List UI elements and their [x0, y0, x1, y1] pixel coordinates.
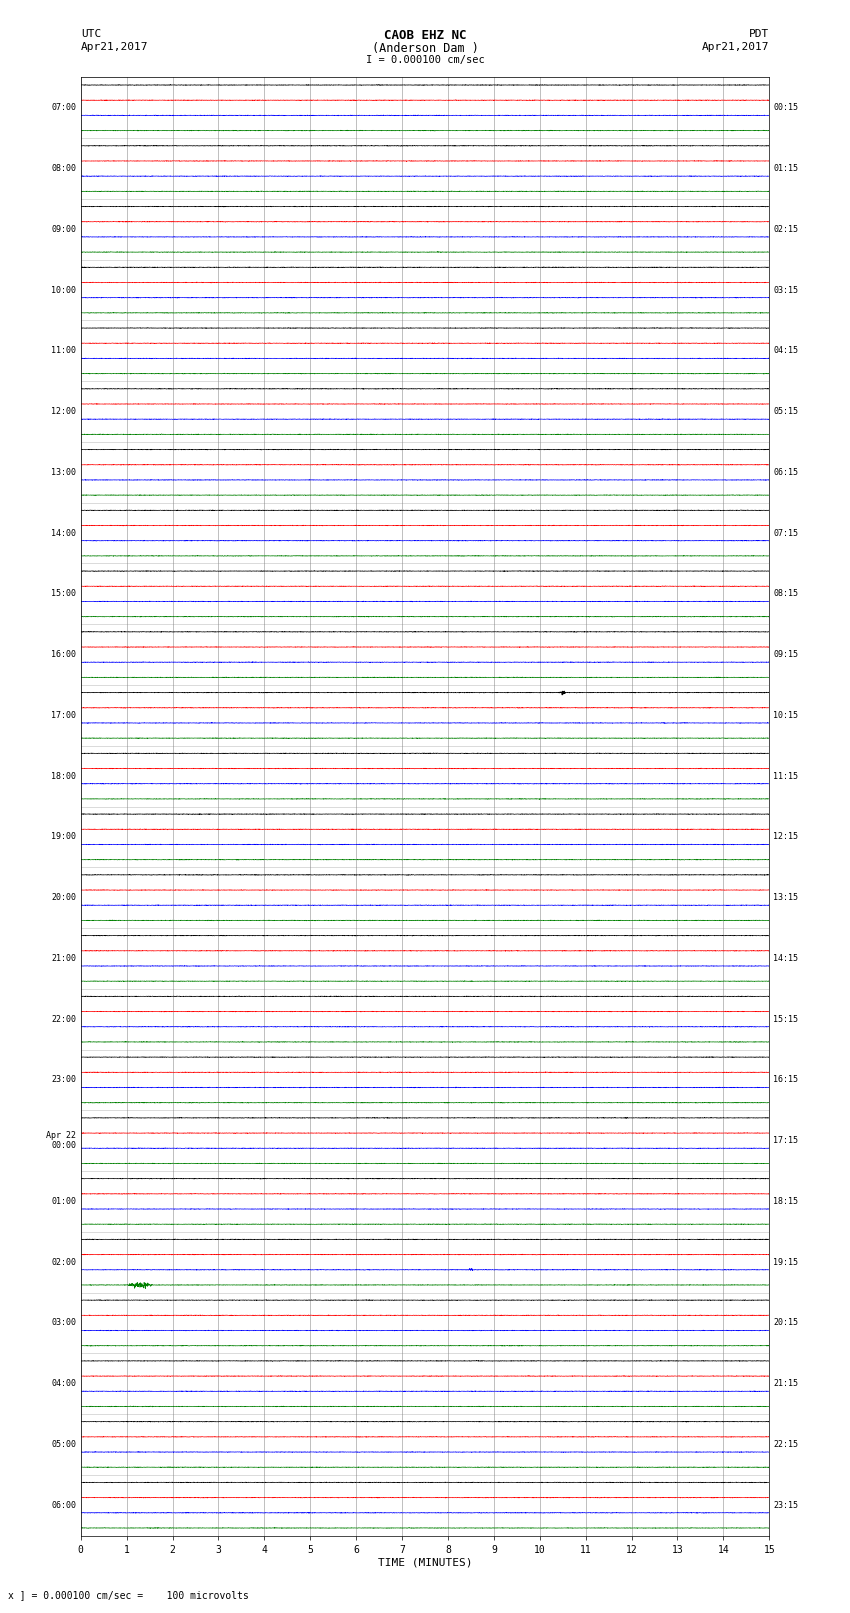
Text: 03:00: 03:00 [52, 1318, 76, 1327]
Text: 18:00: 18:00 [52, 771, 76, 781]
Text: Apr 22
00:00: Apr 22 00:00 [47, 1131, 76, 1150]
Text: PDT: PDT [749, 29, 769, 39]
Text: 07:00: 07:00 [52, 103, 76, 113]
Text: 16:00: 16:00 [52, 650, 76, 660]
Text: 16:15: 16:15 [774, 1076, 798, 1084]
Text: 06:15: 06:15 [774, 468, 798, 477]
Text: 07:15: 07:15 [774, 529, 798, 537]
Text: (Anderson Dam ): (Anderson Dam ) [371, 42, 479, 55]
Text: 19:00: 19:00 [52, 832, 76, 842]
Text: 23:00: 23:00 [52, 1076, 76, 1084]
Text: 04:15: 04:15 [774, 347, 798, 355]
Text: 21:15: 21:15 [774, 1379, 798, 1389]
Text: 02:15: 02:15 [774, 224, 798, 234]
Text: I = 0.000100 cm/sec: I = 0.000100 cm/sec [366, 55, 484, 65]
Text: CAOB EHZ NC: CAOB EHZ NC [383, 29, 467, 42]
Text: 23:15: 23:15 [774, 1500, 798, 1510]
Text: UTC: UTC [81, 29, 101, 39]
Text: 08:15: 08:15 [774, 589, 798, 598]
Text: 17:15: 17:15 [774, 1136, 798, 1145]
Text: 01:00: 01:00 [52, 1197, 76, 1207]
Text: 06:00: 06:00 [52, 1500, 76, 1510]
Text: 20:00: 20:00 [52, 894, 76, 902]
Text: 17:00: 17:00 [52, 711, 76, 719]
Text: 04:00: 04:00 [52, 1379, 76, 1389]
Text: 12:00: 12:00 [52, 406, 76, 416]
Text: 09:15: 09:15 [774, 650, 798, 660]
Text: 13:15: 13:15 [774, 894, 798, 902]
Text: 19:15: 19:15 [774, 1258, 798, 1266]
Text: 11:00: 11:00 [52, 347, 76, 355]
Text: 08:00: 08:00 [52, 165, 76, 173]
Text: 09:00: 09:00 [52, 224, 76, 234]
Text: 13:00: 13:00 [52, 468, 76, 477]
Text: Apr21,2017: Apr21,2017 [81, 42, 148, 52]
Text: Apr21,2017: Apr21,2017 [702, 42, 769, 52]
Text: 02:00: 02:00 [52, 1258, 76, 1266]
Text: 12:15: 12:15 [774, 832, 798, 842]
Text: 22:15: 22:15 [774, 1440, 798, 1448]
Text: 14:00: 14:00 [52, 529, 76, 537]
Text: 15:15: 15:15 [774, 1015, 798, 1024]
Text: 05:00: 05:00 [52, 1440, 76, 1448]
Text: 10:00: 10:00 [52, 286, 76, 295]
Text: x ] = 0.000100 cm/sec =    100 microvolts: x ] = 0.000100 cm/sec = 100 microvolts [8, 1590, 249, 1600]
Text: 11:15: 11:15 [774, 771, 798, 781]
X-axis label: TIME (MINUTES): TIME (MINUTES) [377, 1558, 473, 1568]
Text: 05:15: 05:15 [774, 406, 798, 416]
Text: 01:15: 01:15 [774, 165, 798, 173]
Text: 00:15: 00:15 [774, 103, 798, 113]
Text: 03:15: 03:15 [774, 286, 798, 295]
Text: 10:15: 10:15 [774, 711, 798, 719]
Text: 20:15: 20:15 [774, 1318, 798, 1327]
Text: 18:15: 18:15 [774, 1197, 798, 1207]
Text: 15:00: 15:00 [52, 589, 76, 598]
Text: 14:15: 14:15 [774, 953, 798, 963]
Text: 21:00: 21:00 [52, 953, 76, 963]
Text: 22:00: 22:00 [52, 1015, 76, 1024]
